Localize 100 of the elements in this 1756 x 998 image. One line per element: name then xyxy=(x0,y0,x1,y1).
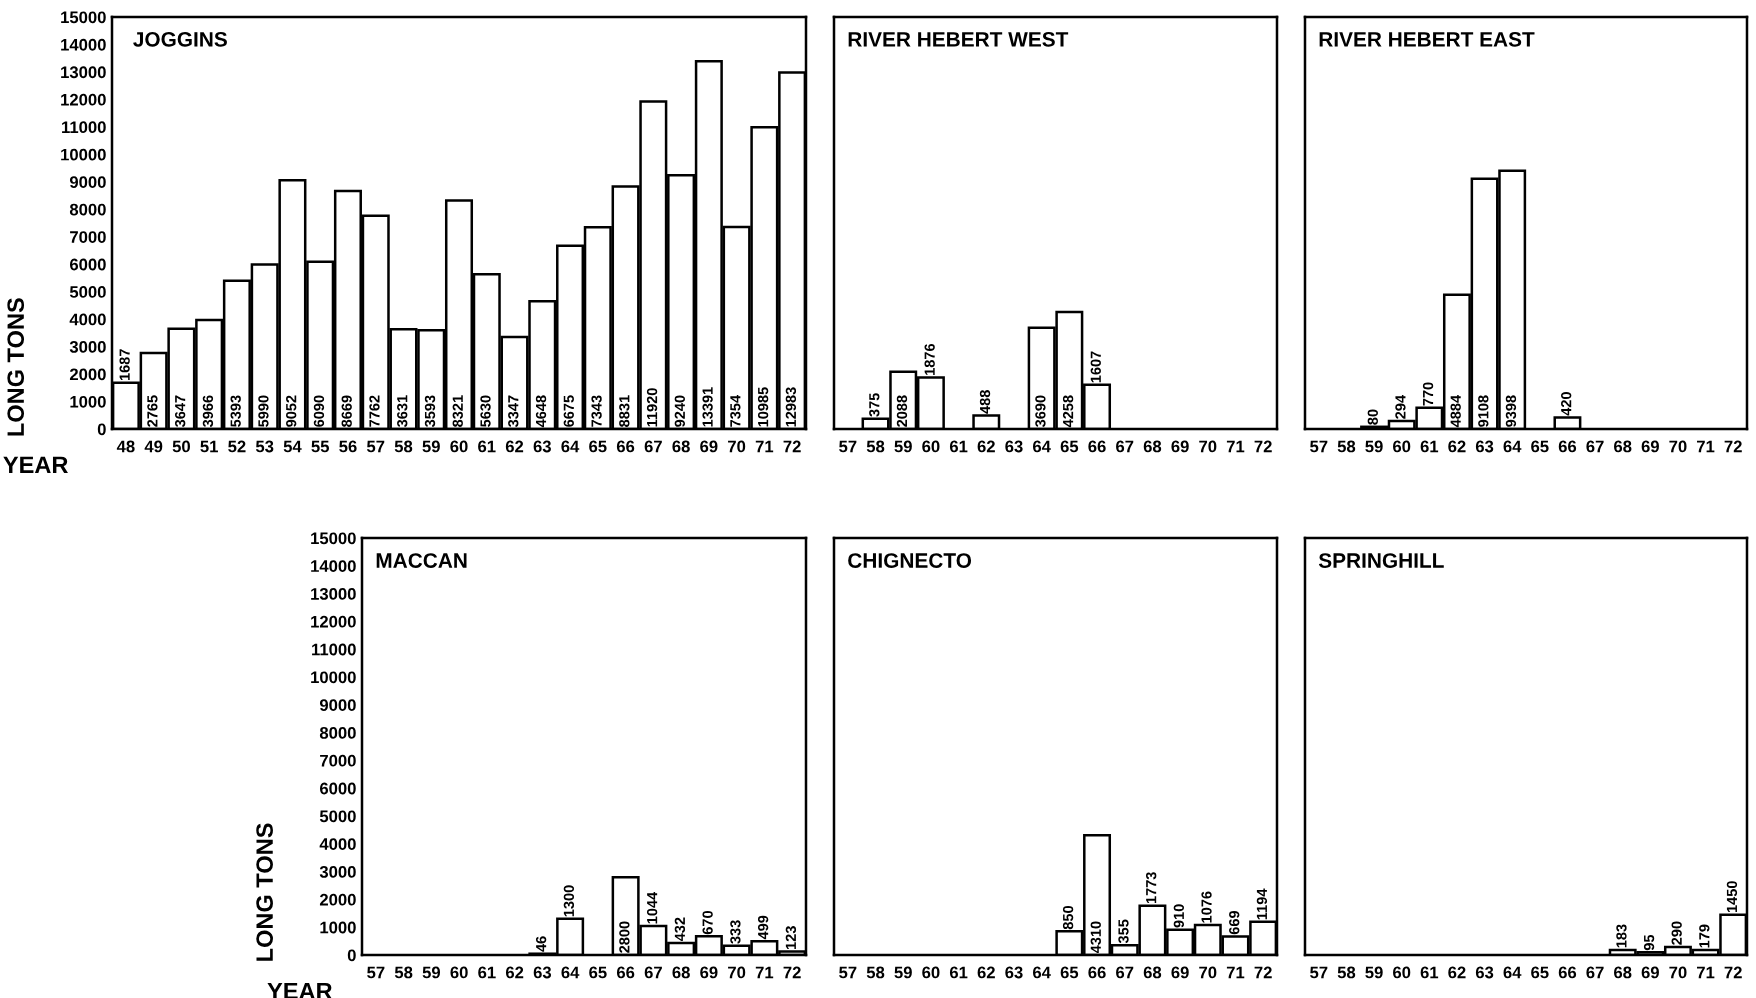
data-label: 2765 xyxy=(147,395,158,427)
x-tick-label: 60 xyxy=(1393,966,1411,979)
y-tick-label: 9000 xyxy=(69,176,106,188)
data-label: 183 xyxy=(1616,924,1627,948)
x-tick-label: 71 xyxy=(1697,440,1715,453)
data-label: 8321 xyxy=(452,395,463,427)
x-tick-label: 60 xyxy=(922,966,940,979)
x-tick-label: 64 xyxy=(1033,440,1051,453)
x-tick-label: 67 xyxy=(1116,966,1134,979)
x-tick-label: 72 xyxy=(783,966,801,979)
y-tick-label: 10000 xyxy=(61,148,106,161)
x-tick-label: 68 xyxy=(1143,440,1162,453)
x-tick-label: 65 xyxy=(1531,966,1549,979)
x-tick-label: 62 xyxy=(977,966,995,979)
x-tick-label: 64 xyxy=(561,440,580,453)
x-tick-label: 62 xyxy=(1448,966,1466,979)
x-tick-label: 68 xyxy=(672,966,690,979)
data-label: 5630 xyxy=(480,395,491,427)
x-tick-label: 61 xyxy=(949,440,968,453)
y-tick-label: 15000 xyxy=(61,11,106,24)
y-tick-label: 3000 xyxy=(319,866,356,878)
data-label: 1076 xyxy=(1201,891,1212,923)
x-tick-label: 59 xyxy=(894,440,912,453)
data-label: 3347 xyxy=(508,395,519,428)
x-tick-label: 71 xyxy=(1697,966,1715,979)
x-tick-label: 72 xyxy=(1254,440,1272,453)
data-label: 910 xyxy=(1173,904,1185,928)
y-tick-label: 1000 xyxy=(70,395,106,408)
x-tick-label: 63 xyxy=(1005,966,1023,979)
x-tick-label: 62 xyxy=(505,440,524,453)
x-tick-label: 66 xyxy=(1088,440,1106,453)
x-tick-label: 65 xyxy=(589,966,607,979)
y-tick-label: 1000 xyxy=(320,921,356,934)
x-tick-label: 66 xyxy=(616,440,635,453)
x-tick-label: 58 xyxy=(394,440,413,453)
data-label: 13391 xyxy=(702,387,713,427)
data-label: 770 xyxy=(1422,382,1434,406)
x-tick-label: 68 xyxy=(1614,966,1632,979)
data-label: 9108 xyxy=(1478,395,1489,427)
data-label: 7762 xyxy=(369,395,380,427)
x-tick-label: 67 xyxy=(644,966,662,979)
x-tick-label: 62 xyxy=(1448,440,1466,453)
data-label: 1450 xyxy=(1726,881,1738,913)
y-tick-label: 4000 xyxy=(319,838,356,850)
x-tick-label: 53 xyxy=(255,440,274,453)
x-tick-label: 59 xyxy=(1365,966,1383,979)
data-label: 1773 xyxy=(1145,872,1157,904)
x-tick-label: 51 xyxy=(200,440,218,453)
x-tick-label: 63 xyxy=(1475,966,1494,979)
x-tick-label: 69 xyxy=(1171,966,1189,979)
y-tick-label: 11000 xyxy=(62,121,106,134)
data-label: 499 xyxy=(757,915,769,940)
x-tick-label: 60 xyxy=(1393,440,1411,453)
data-label: 6090 xyxy=(313,395,325,427)
data-label: 3631 xyxy=(397,395,408,428)
y-tick-label: 14000 xyxy=(61,38,106,51)
x-tick-label: 69 xyxy=(700,966,718,979)
data-label: 3647 xyxy=(174,395,186,428)
x-tick-label: 55 xyxy=(311,440,330,453)
data-label: 669 xyxy=(1229,910,1240,935)
x-tick-label: 65 xyxy=(1060,440,1079,453)
x-tick-label: 57 xyxy=(1310,440,1328,453)
x-tick-label: 70 xyxy=(728,966,746,979)
x-tick-label: 70 xyxy=(1669,440,1687,453)
x-tick-label: 68 xyxy=(672,440,690,453)
x-tick-label: 69 xyxy=(700,440,718,453)
x-tick-label: 60 xyxy=(450,966,468,979)
x-tick-label: 65 xyxy=(1060,966,1079,979)
x-tick-label: 63 xyxy=(1005,440,1023,453)
data-label: 123 xyxy=(785,926,797,949)
x-tick-label: 66 xyxy=(1088,966,1106,979)
x-tick-label: 67 xyxy=(1586,440,1604,453)
x-tick-label: 59 xyxy=(422,966,441,979)
data-label: 179 xyxy=(1699,924,1710,948)
x-tick-label: 72 xyxy=(1724,966,1742,979)
data-label: 7354 xyxy=(730,394,741,427)
y-axis-title: LONG TONS xyxy=(256,823,273,961)
data-label: 1194 xyxy=(1256,888,1268,920)
x-tick-label: 57 xyxy=(367,966,385,979)
x-tick-label: 66 xyxy=(1558,966,1577,979)
x-tick-label: 68 xyxy=(1614,440,1632,453)
x-tick-label: 71 xyxy=(1226,966,1245,979)
data-label: 4258 xyxy=(1062,395,1074,428)
x-tick-label: 70 xyxy=(1669,966,1687,979)
x-tick-label: 67 xyxy=(1116,440,1134,453)
y-tick-label: 11000 xyxy=(312,643,356,656)
y-tick-label: 13000 xyxy=(61,66,106,79)
data-label: 670 xyxy=(702,910,713,935)
text: SPRINGHILL xyxy=(1318,553,1444,568)
x-tick-label: 64 xyxy=(1503,966,1522,979)
data-label: 375 xyxy=(869,393,880,417)
data-label: 4310 xyxy=(1090,921,1101,954)
data-label: 3593 xyxy=(424,395,436,428)
text: RIVER HEBERT EAST xyxy=(1319,31,1535,47)
data-label: 10985 xyxy=(757,387,769,427)
data-label: 1044 xyxy=(646,891,658,924)
data-label: 1300 xyxy=(563,885,575,917)
data-label: 488 xyxy=(979,390,991,414)
x-tick-label: 57 xyxy=(839,966,857,979)
y-tick-label: 9000 xyxy=(319,699,356,711)
